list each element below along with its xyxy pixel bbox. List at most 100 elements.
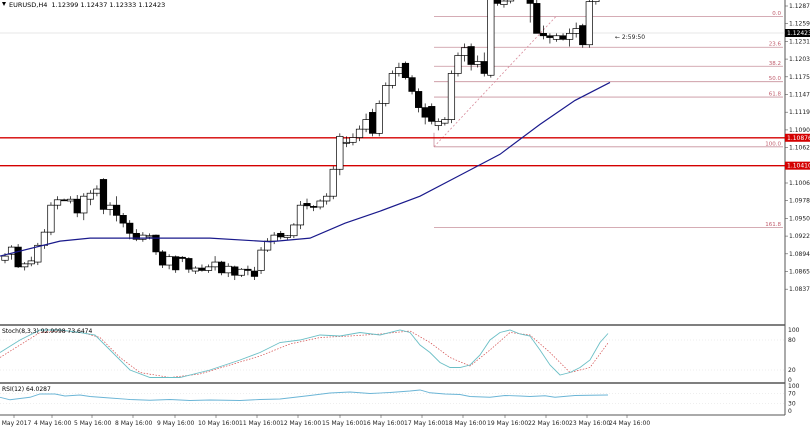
bear-candle bbox=[126, 222, 134, 234]
bull-candle bbox=[572, 28, 580, 34]
time-tick-label: 24 May 16:00 bbox=[609, 420, 650, 427]
bull-candle bbox=[34, 244, 42, 263]
bull-candle bbox=[388, 73, 396, 86]
bear-candle bbox=[119, 215, 127, 224]
bear-candle bbox=[533, 3, 541, 34]
rsi-axis-label: 100 bbox=[788, 383, 800, 390]
dropdown-triangle-icon[interactable] bbox=[2, 2, 6, 6]
time-tick-label: 15 May 16:00 bbox=[322, 420, 363, 427]
bear-candle bbox=[467, 46, 475, 65]
bull-candle bbox=[375, 103, 383, 134]
price-tick-label: 1.08940 bbox=[789, 251, 810, 258]
price-tick-label: 1.11470 bbox=[789, 92, 810, 99]
bull-candle bbox=[487, 0, 495, 76]
bull-candle bbox=[191, 267, 199, 272]
bear-candle bbox=[218, 261, 226, 274]
time-tick-label: 18 May 16:00 bbox=[445, 420, 486, 427]
stochastic-label: Stoch(8,3,3) 92.9098 73.6474 bbox=[2, 328, 93, 335]
bear-candle bbox=[99, 179, 108, 210]
bull-candle bbox=[290, 224, 298, 237]
bear-candle bbox=[244, 268, 252, 271]
bear-candle bbox=[152, 234, 160, 253]
candles bbox=[1, 0, 600, 281]
bear-candle bbox=[369, 112, 377, 134]
price-tick-label: 1.08655 bbox=[789, 269, 810, 276]
bull-candle bbox=[53, 199, 62, 206]
support-price-label: 1.10410 bbox=[787, 163, 810, 170]
time-tick-label: 16 May 16:00 bbox=[363, 420, 404, 427]
price-tick-label: 1.10065 bbox=[789, 180, 810, 187]
bull-candle bbox=[224, 265, 232, 274]
bear-candle bbox=[401, 62, 410, 79]
bull-candle bbox=[106, 204, 114, 210]
stoch-axis-label: 80 bbox=[788, 337, 796, 344]
support-price-label: 1.10876 bbox=[787, 135, 810, 142]
bear-candle bbox=[546, 35, 554, 38]
bull-candle bbox=[47, 204, 55, 233]
bull-candle bbox=[237, 268, 245, 276]
time-tick-label: 11 May 16:00 bbox=[239, 420, 280, 427]
rsi-axis-label: 70 bbox=[788, 391, 796, 398]
bull-candle bbox=[283, 235, 291, 238]
bear-candle bbox=[539, 33, 547, 37]
stoch-main-line bbox=[0, 329, 609, 378]
time-tick-label: 12 May 16:00 bbox=[280, 420, 321, 427]
bear-candle bbox=[178, 256, 186, 259]
time-tick-label: 10 May 16:00 bbox=[198, 420, 239, 427]
bull-candle bbox=[382, 85, 390, 104]
fib-level-label: 161.8 bbox=[765, 222, 781, 228]
bull-candle bbox=[40, 231, 48, 246]
price-tick-label: 1.11190 bbox=[789, 109, 810, 116]
bull-candle bbox=[329, 168, 337, 197]
bull-candle bbox=[80, 195, 88, 214]
rsi-line bbox=[0, 389, 609, 401]
time-tick-label: 5 May 16:00 bbox=[74, 420, 112, 427]
bear-candle bbox=[428, 106, 436, 122]
stoch-axis-label: 100 bbox=[788, 327, 800, 334]
time-tick-label: 17 May 16:00 bbox=[404, 420, 445, 427]
bear-candle bbox=[309, 206, 318, 208]
bear-candle bbox=[231, 266, 239, 276]
bull-candle bbox=[211, 261, 219, 268]
price-tick-label: 1.12030 bbox=[789, 56, 810, 63]
fib-level-label: 50.0 bbox=[769, 76, 782, 82]
bull-candle bbox=[474, 61, 482, 65]
bull-candle bbox=[447, 73, 456, 120]
bull-candle bbox=[323, 195, 331, 202]
bear-candle bbox=[158, 251, 167, 266]
fib-level-label: 23.6 bbox=[769, 42, 782, 48]
bar-timer: ← 2:59:50 bbox=[615, 34, 645, 41]
price-tick-label: 1.12875 bbox=[789, 3, 810, 10]
symbol-header: EURUSD,H4 1.12399 1.12437 1.12333 1.1242… bbox=[2, 1, 165, 9]
bull-candle bbox=[86, 192, 94, 200]
stoch-axis-label: 0 bbox=[788, 377, 792, 384]
price-tick-label: 1.09500 bbox=[789, 215, 810, 222]
time-tick-label: 23 May 16:00 bbox=[569, 420, 610, 427]
bull-candle bbox=[585, 1, 593, 46]
bear-candle bbox=[250, 270, 259, 277]
bear-candle bbox=[526, 0, 534, 4]
price-tick-label: 1.09220 bbox=[789, 233, 810, 240]
support-price-badge bbox=[785, 161, 810, 170]
symbol-label: EURUSD,H4 bbox=[9, 1, 48, 9]
bear-candle bbox=[277, 232, 285, 238]
bull-candle bbox=[342, 141, 350, 144]
bull-candle bbox=[506, 0, 515, 2]
bull-candle bbox=[434, 121, 442, 126]
bull-candle bbox=[21, 263, 29, 268]
price-tick-label: 1.12595 bbox=[789, 21, 810, 28]
bull-candle bbox=[264, 240, 272, 251]
rsi-label: RSI(12) 64.0287 bbox=[2, 386, 51, 393]
bull-candle bbox=[395, 67, 403, 74]
bull-candle bbox=[362, 119, 370, 130]
price-tick-label: 1.10905 bbox=[789, 127, 810, 134]
bull-candle bbox=[270, 234, 278, 242]
price-tick-label: 1.11750 bbox=[789, 74, 810, 81]
bull-candle bbox=[566, 33, 574, 40]
support-price-badge bbox=[785, 133, 810, 142]
bear-candle bbox=[198, 267, 206, 271]
bull-candle bbox=[204, 266, 213, 271]
stoch-signal-line bbox=[0, 330, 609, 378]
bear-candle bbox=[493, 0, 501, 4]
fib-trendline bbox=[433, 16, 557, 148]
